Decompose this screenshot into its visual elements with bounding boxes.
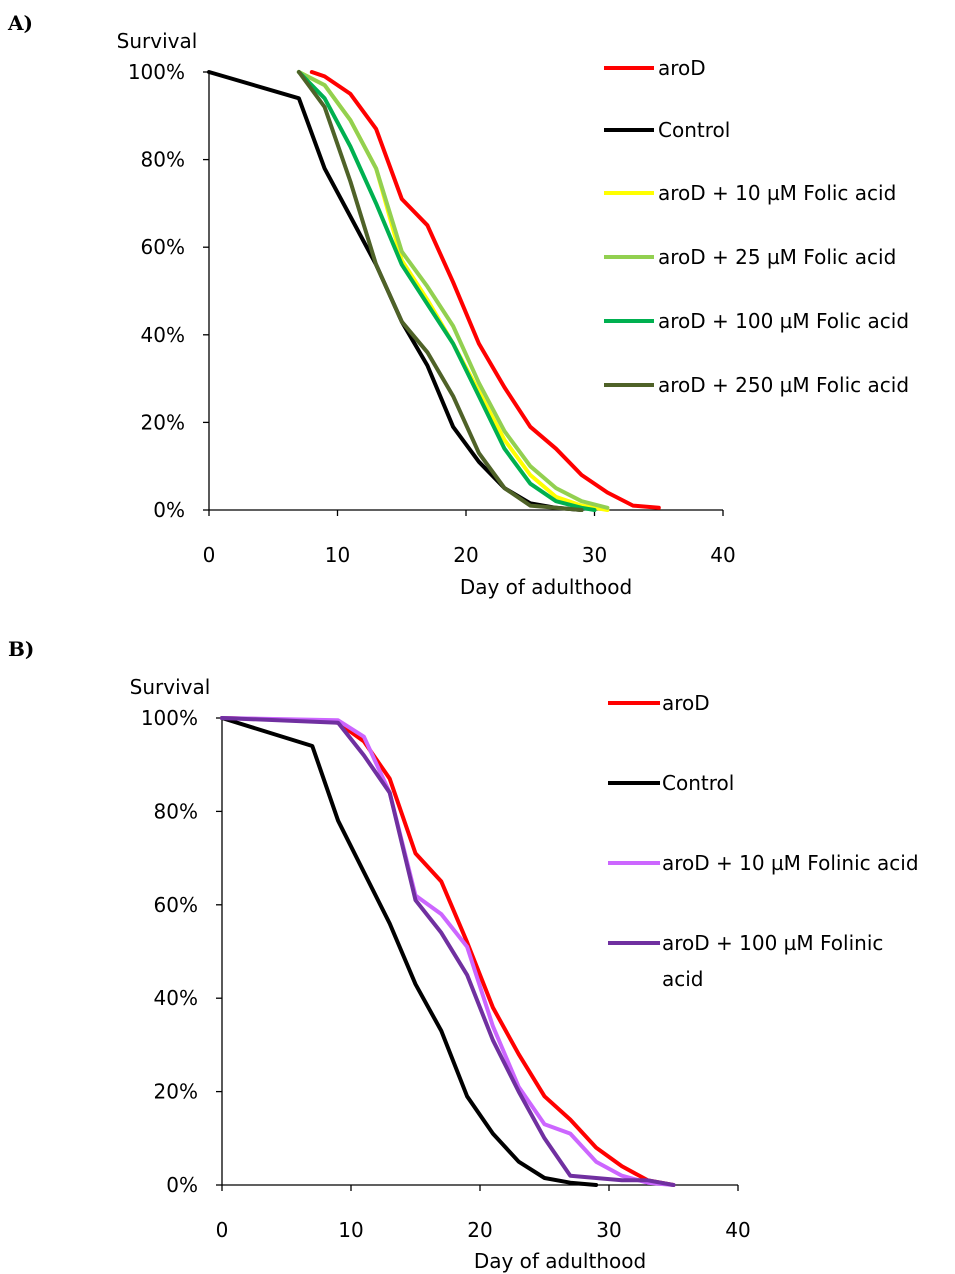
legend-label: Control: [658, 118, 730, 142]
y-tick-label: 100%: [128, 60, 185, 84]
series-line-3: [220, 716, 676, 1187]
x-tick-label: 0: [216, 1218, 229, 1242]
panel-a: A) Survival 0% 20% 40% 60% 80% 100% 0 10 20 30 40 Day…: [7, 11, 909, 599]
series-line-1: [220, 716, 676, 1187]
x-tick-label: 20: [467, 1218, 492, 1242]
y-tick-label: 80%: [154, 799, 198, 823]
legend-label: aroD: [662, 691, 710, 715]
series-line-4: [296, 70, 610, 510]
legend-label: aroD + 250 µM Folic acid: [658, 373, 909, 397]
series-line-2: [220, 716, 599, 1187]
y-tick-label: 60%: [154, 893, 198, 917]
y-tick-label: 80%: [141, 148, 185, 172]
series-line-2: [207, 70, 584, 512]
legend-label: aroD + 10 µM Folinic acid: [662, 851, 919, 875]
legend-label: aroD + 10 µM Folic acid: [658, 181, 896, 205]
y-tick-label: 0%: [153, 498, 185, 522]
y-tick-label: 0%: [166, 1173, 198, 1197]
y-tick-label: 100%: [141, 706, 198, 730]
legend-label: Control: [662, 771, 734, 795]
series-line-5: [296, 70, 597, 512]
y-axis-title: Survival: [117, 29, 198, 53]
x-tick-label: 10: [325, 543, 350, 567]
x-tick-label: 10: [338, 1218, 363, 1242]
x-tick-label: 30: [582, 543, 607, 567]
series-line-6: [296, 70, 584, 512]
y-tick-label: 40%: [154, 986, 198, 1010]
panel-label: B): [8, 637, 34, 661]
series-line-1: [309, 70, 661, 510]
legend-label: aroD: [658, 56, 706, 80]
panel-b: B) Survival 0% 20% 40% 60% 80% 100% 0 10 20 30 40 Day…: [8, 637, 919, 1273]
y-tick-label: 60%: [141, 235, 185, 259]
y-tick-label: 40%: [141, 323, 185, 347]
series-line-4: [220, 716, 676, 1187]
x-tick-label: 0: [203, 543, 216, 567]
x-tick-label: 20: [453, 543, 478, 567]
x-axis-title: Day of adulthood: [460, 575, 632, 599]
y-tick-label: 20%: [141, 410, 185, 434]
panel-label: A): [7, 11, 33, 35]
y-tick-label: 20%: [154, 1080, 198, 1104]
x-tick-label: 40: [710, 543, 735, 567]
legend-label: aroD + 25 µM Folic acid: [658, 245, 896, 269]
legend: aroD Control aroD + 10 µM Folinic acid aroD…: [608, 691, 919, 991]
x-tick-label: 30: [596, 1218, 621, 1242]
y-axis-title: Survival: [130, 675, 211, 699]
legend-label: aroD + 100 µM Folinic acid: [662, 931, 883, 991]
x-tick-label: 40: [725, 1218, 750, 1242]
legend: aroD Control aroD + 10 µM Folic acid aroD +…: [604, 56, 909, 397]
legend-label: aroD + 100 µM Folic acid: [658, 309, 909, 333]
x-axis-title: Day of adulthood: [474, 1249, 646, 1273]
